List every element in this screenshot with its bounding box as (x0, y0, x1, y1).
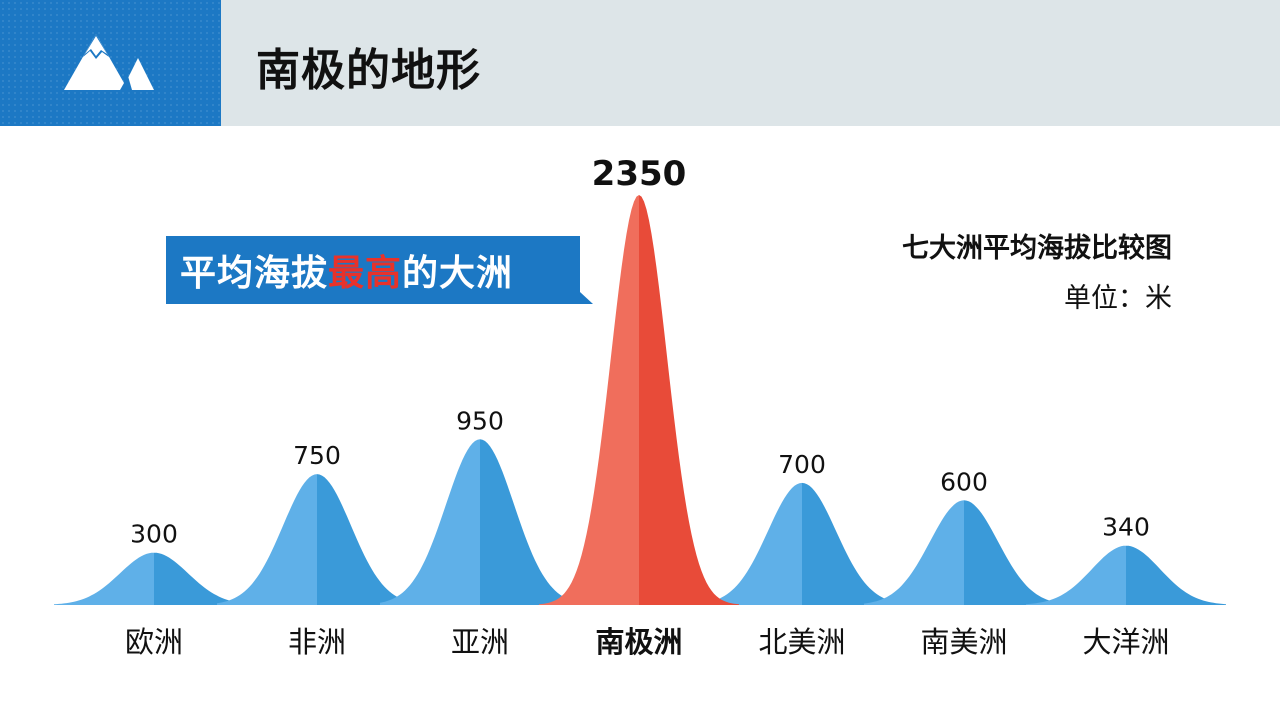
peak-left-1 (217, 474, 317, 605)
category-label-0: 欧洲 (125, 625, 183, 659)
chart-unit: 单位：米 (1064, 283, 1172, 314)
peak-left-4 (702, 482, 802, 605)
value-label-0: 300 (130, 520, 178, 549)
peak-right-5 (964, 500, 1064, 605)
category-label-5: 南美洲 (920, 625, 1007, 659)
peak-0 (54, 552, 254, 605)
peak-right-2 (480, 439, 580, 605)
peak-6 (1026, 545, 1226, 605)
logo-box (0, 0, 221, 126)
chart-title: 七大洲平均海拔比较图 (902, 233, 1172, 264)
category-label-1: 非洲 (288, 625, 346, 659)
callout-highlight: 最高 (328, 253, 403, 294)
page-title: 南极的地形 (256, 45, 481, 96)
value-label-6: 340 (1102, 513, 1150, 542)
value-label-4: 700 (778, 450, 826, 479)
peak-left-6 (1026, 545, 1126, 605)
callout-banner: 平均海拔最高的大洲 (166, 236, 593, 304)
mountain-icon (64, 34, 154, 90)
peak-2 (380, 439, 580, 605)
callout-text-after: 的大洲 (402, 253, 514, 294)
peak-left-3 (539, 195, 639, 605)
value-label-3: 2350 (592, 154, 687, 194)
peak-left-0 (54, 552, 154, 605)
value-label-1: 750 (293, 441, 341, 470)
callout-text-before: 平均海拔 (180, 253, 329, 294)
category-label-4: 北美洲 (758, 625, 845, 659)
peak-4 (702, 482, 902, 605)
callout-text: 平均海拔最高的大洲 (180, 244, 513, 296)
peak-right-3 (639, 195, 739, 605)
peak-right-1 (317, 474, 417, 605)
peak-5 (864, 500, 1064, 605)
peak-left-5 (864, 500, 964, 605)
peak-right-4 (802, 482, 902, 605)
category-label-6: 大洋洲 (1082, 625, 1169, 659)
category-label-2: 亚洲 (451, 625, 509, 659)
peak-3 (539, 195, 739, 605)
peak-right-6 (1126, 545, 1226, 605)
category-label-3: 南极洲 (595, 625, 682, 659)
peak-1 (217, 474, 417, 605)
peak-left-2 (380, 439, 480, 605)
peak-right-0 (154, 552, 254, 605)
value-label-2: 950 (456, 406, 504, 435)
value-label-5: 600 (940, 467, 988, 496)
